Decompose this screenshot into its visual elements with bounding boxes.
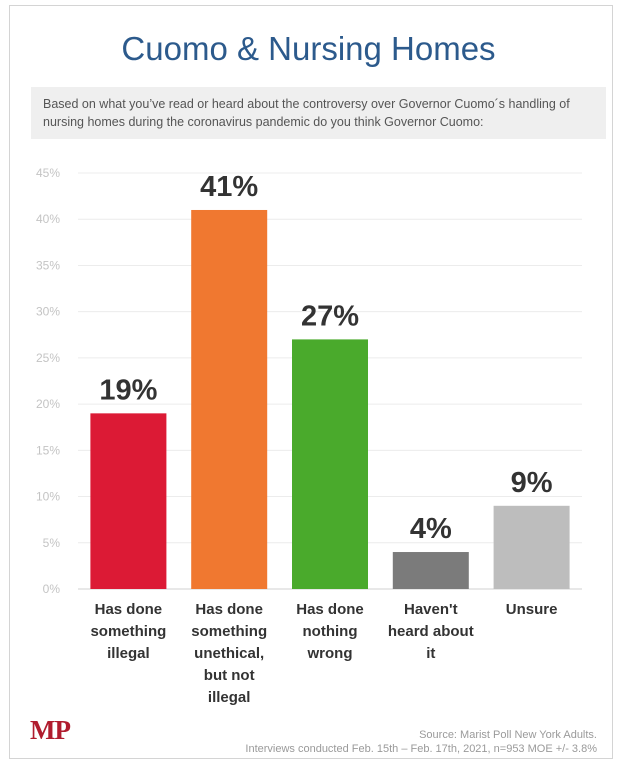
y-tick-label: 5% (43, 536, 61, 550)
chart-subtitle: Based on what you’ve read or heard about… (31, 87, 606, 139)
category-label-line: Has done (296, 601, 364, 618)
category-label-line: Haven't (404, 601, 458, 618)
category-label-3: Has done nothing wrong (280, 599, 380, 665)
category-label-1: Has done something illegal (78, 599, 178, 665)
bar-4 (392, 552, 469, 589)
y-tick-label: 45% (36, 166, 60, 180)
category-label-2: Has done something unethical, but not illega… (179, 599, 279, 709)
bar-5 (493, 505, 570, 589)
category-label-line: wrong (307, 645, 353, 662)
value-label-3: 27% (301, 300, 359, 332)
y-tick-label: 35% (36, 258, 60, 272)
category-label-line: nothing (302, 623, 358, 640)
category-label-line: unethical, (194, 645, 265, 662)
marist-poll-logo: MP (30, 715, 71, 745)
bar-1 (90, 413, 167, 589)
category-label-line: but not (203, 667, 255, 684)
category-label-line: something (90, 623, 167, 640)
category-label-4: Haven't heard about it (381, 599, 481, 665)
y-tick-label: 10% (36, 490, 60, 504)
source-line-1: Source: Marist Poll New York Adults. (419, 729, 597, 741)
bar-3 (292, 339, 368, 589)
category-label-line: it (426, 645, 436, 662)
category-label-line: something (191, 623, 268, 640)
y-tick-label: 20% (36, 397, 60, 411)
y-tick-label: 30% (36, 305, 60, 319)
y-tick-label: 40% (36, 212, 60, 226)
category-label-line: heard about (387, 623, 474, 640)
category-label-line: illegal (107, 645, 150, 662)
source-note: Source: Marist Poll New York Adults. Int… (245, 728, 597, 756)
value-label-1: 19% (99, 374, 157, 406)
category-label-line: Unsure (505, 601, 558, 618)
category-label-line: Has done (94, 601, 163, 618)
category-label-5: Unsure (482, 599, 582, 621)
value-label-2: 41% (200, 171, 258, 203)
value-label-4: 4% (410, 513, 452, 545)
value-label-5: 9% (511, 467, 553, 499)
chart-title: Cuomo & Nursing Homes (121, 30, 496, 67)
y-tick-label: 0% (43, 582, 61, 596)
category-label-line: Has done (195, 601, 263, 618)
category-label-line: illegal (207, 689, 251, 706)
bar-2 (191, 209, 268, 589)
y-tick-label: 15% (36, 443, 60, 457)
y-tick-label: 25% (36, 351, 60, 365)
source-line-2: Interviews conducted Feb. 15th – Feb. 17… (245, 743, 597, 755)
